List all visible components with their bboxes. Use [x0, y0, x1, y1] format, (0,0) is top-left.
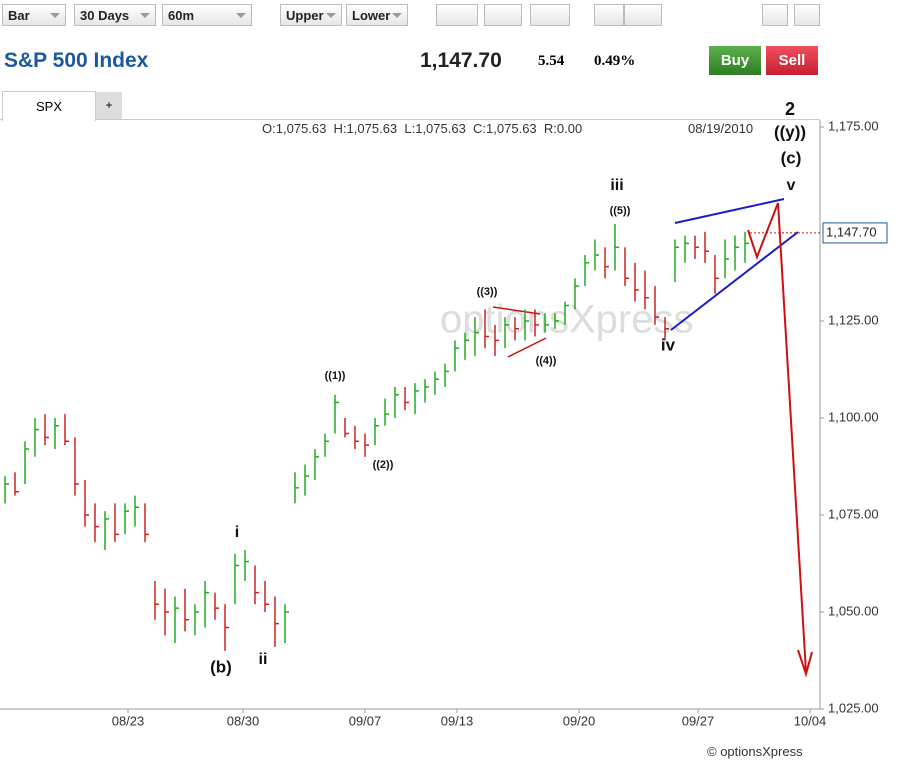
wave-label: iv	[661, 335, 676, 354]
wave-label: ((y))	[774, 122, 806, 141]
save-tool[interactable]	[624, 4, 662, 26]
wave-label: v	[787, 177, 796, 194]
title: S&P 500 Index	[4, 49, 149, 72]
line-tool[interactable]	[436, 4, 478, 26]
y-tick-label: 1,175.00	[828, 118, 879, 133]
x-tick-label: 08/30	[227, 713, 260, 728]
add-tab[interactable]: +	[96, 92, 122, 119]
style-select[interactable]: Bar	[2, 4, 66, 26]
wave-label: iii	[610, 177, 623, 194]
upper-select[interactable]: Upper	[280, 4, 342, 26]
sell-button[interactable]: Sell	[766, 46, 818, 75]
footer: © optionsXpress	[707, 744, 803, 759]
x-tick-label: 08/23	[112, 713, 145, 728]
color-tool[interactable]	[484, 4, 522, 26]
wave-label: ((1))	[325, 370, 346, 382]
settings-tool[interactable]	[594, 4, 624, 26]
last-price-box	[822, 222, 888, 244]
buy-button[interactable]: Buy	[709, 46, 761, 75]
tab-rule	[0, 119, 820, 120]
change-pct: 0.49%	[594, 53, 636, 69]
x-tick-label: 09/07	[349, 713, 382, 728]
lower-select[interactable]: Lower	[346, 4, 408, 26]
y-tick-label: 1,100.00	[828, 409, 879, 424]
wave-label: i	[235, 524, 239, 541]
period-select[interactable]: 30 Days	[74, 4, 156, 26]
delete-tool[interactable]	[530, 4, 570, 26]
wave-label: 2	[785, 99, 795, 119]
wave-label: ((2))	[373, 459, 394, 471]
y-tick-label: 1,025.00	[828, 700, 879, 715]
wave-label: ((5))	[610, 205, 631, 217]
interval-select[interactable]: 60m	[162, 4, 252, 26]
wave-label: ((3))	[477, 286, 498, 298]
wave-lines	[492, 198, 813, 678]
wave-label: ii	[259, 651, 268, 668]
x-tick-label: 09/20	[563, 713, 596, 728]
info-date: 08/19/2010	[688, 121, 754, 136]
tab[interactable]: SPX	[2, 91, 96, 121]
y-tick-label: 1,050.00	[828, 603, 879, 618]
y-tick-label: 1,075.00	[828, 506, 879, 521]
change: 5.54	[538, 53, 565, 69]
wave-label: ((4))	[536, 355, 557, 367]
x-tick-label: 09/13	[441, 713, 474, 728]
wave-label: (c)	[781, 148, 802, 167]
y-tick-label: 1,125.00	[828, 312, 879, 327]
window-tool[interactable]	[762, 4, 788, 26]
last-price-label: 1,147.70	[826, 224, 877, 239]
x-tick-label: 09/27	[682, 713, 715, 728]
watermark: optionsXpress	[440, 298, 693, 342]
ohlc-info: O:1,075.63 H:1,075.63 L:1,075.63 C:1,075…	[262, 121, 583, 136]
wave-label: (b)	[210, 657, 232, 676]
x-tick-label: 10/04	[794, 713, 827, 728]
price: 1,147.70	[420, 49, 502, 72]
popout-tool[interactable]	[794, 4, 820, 26]
